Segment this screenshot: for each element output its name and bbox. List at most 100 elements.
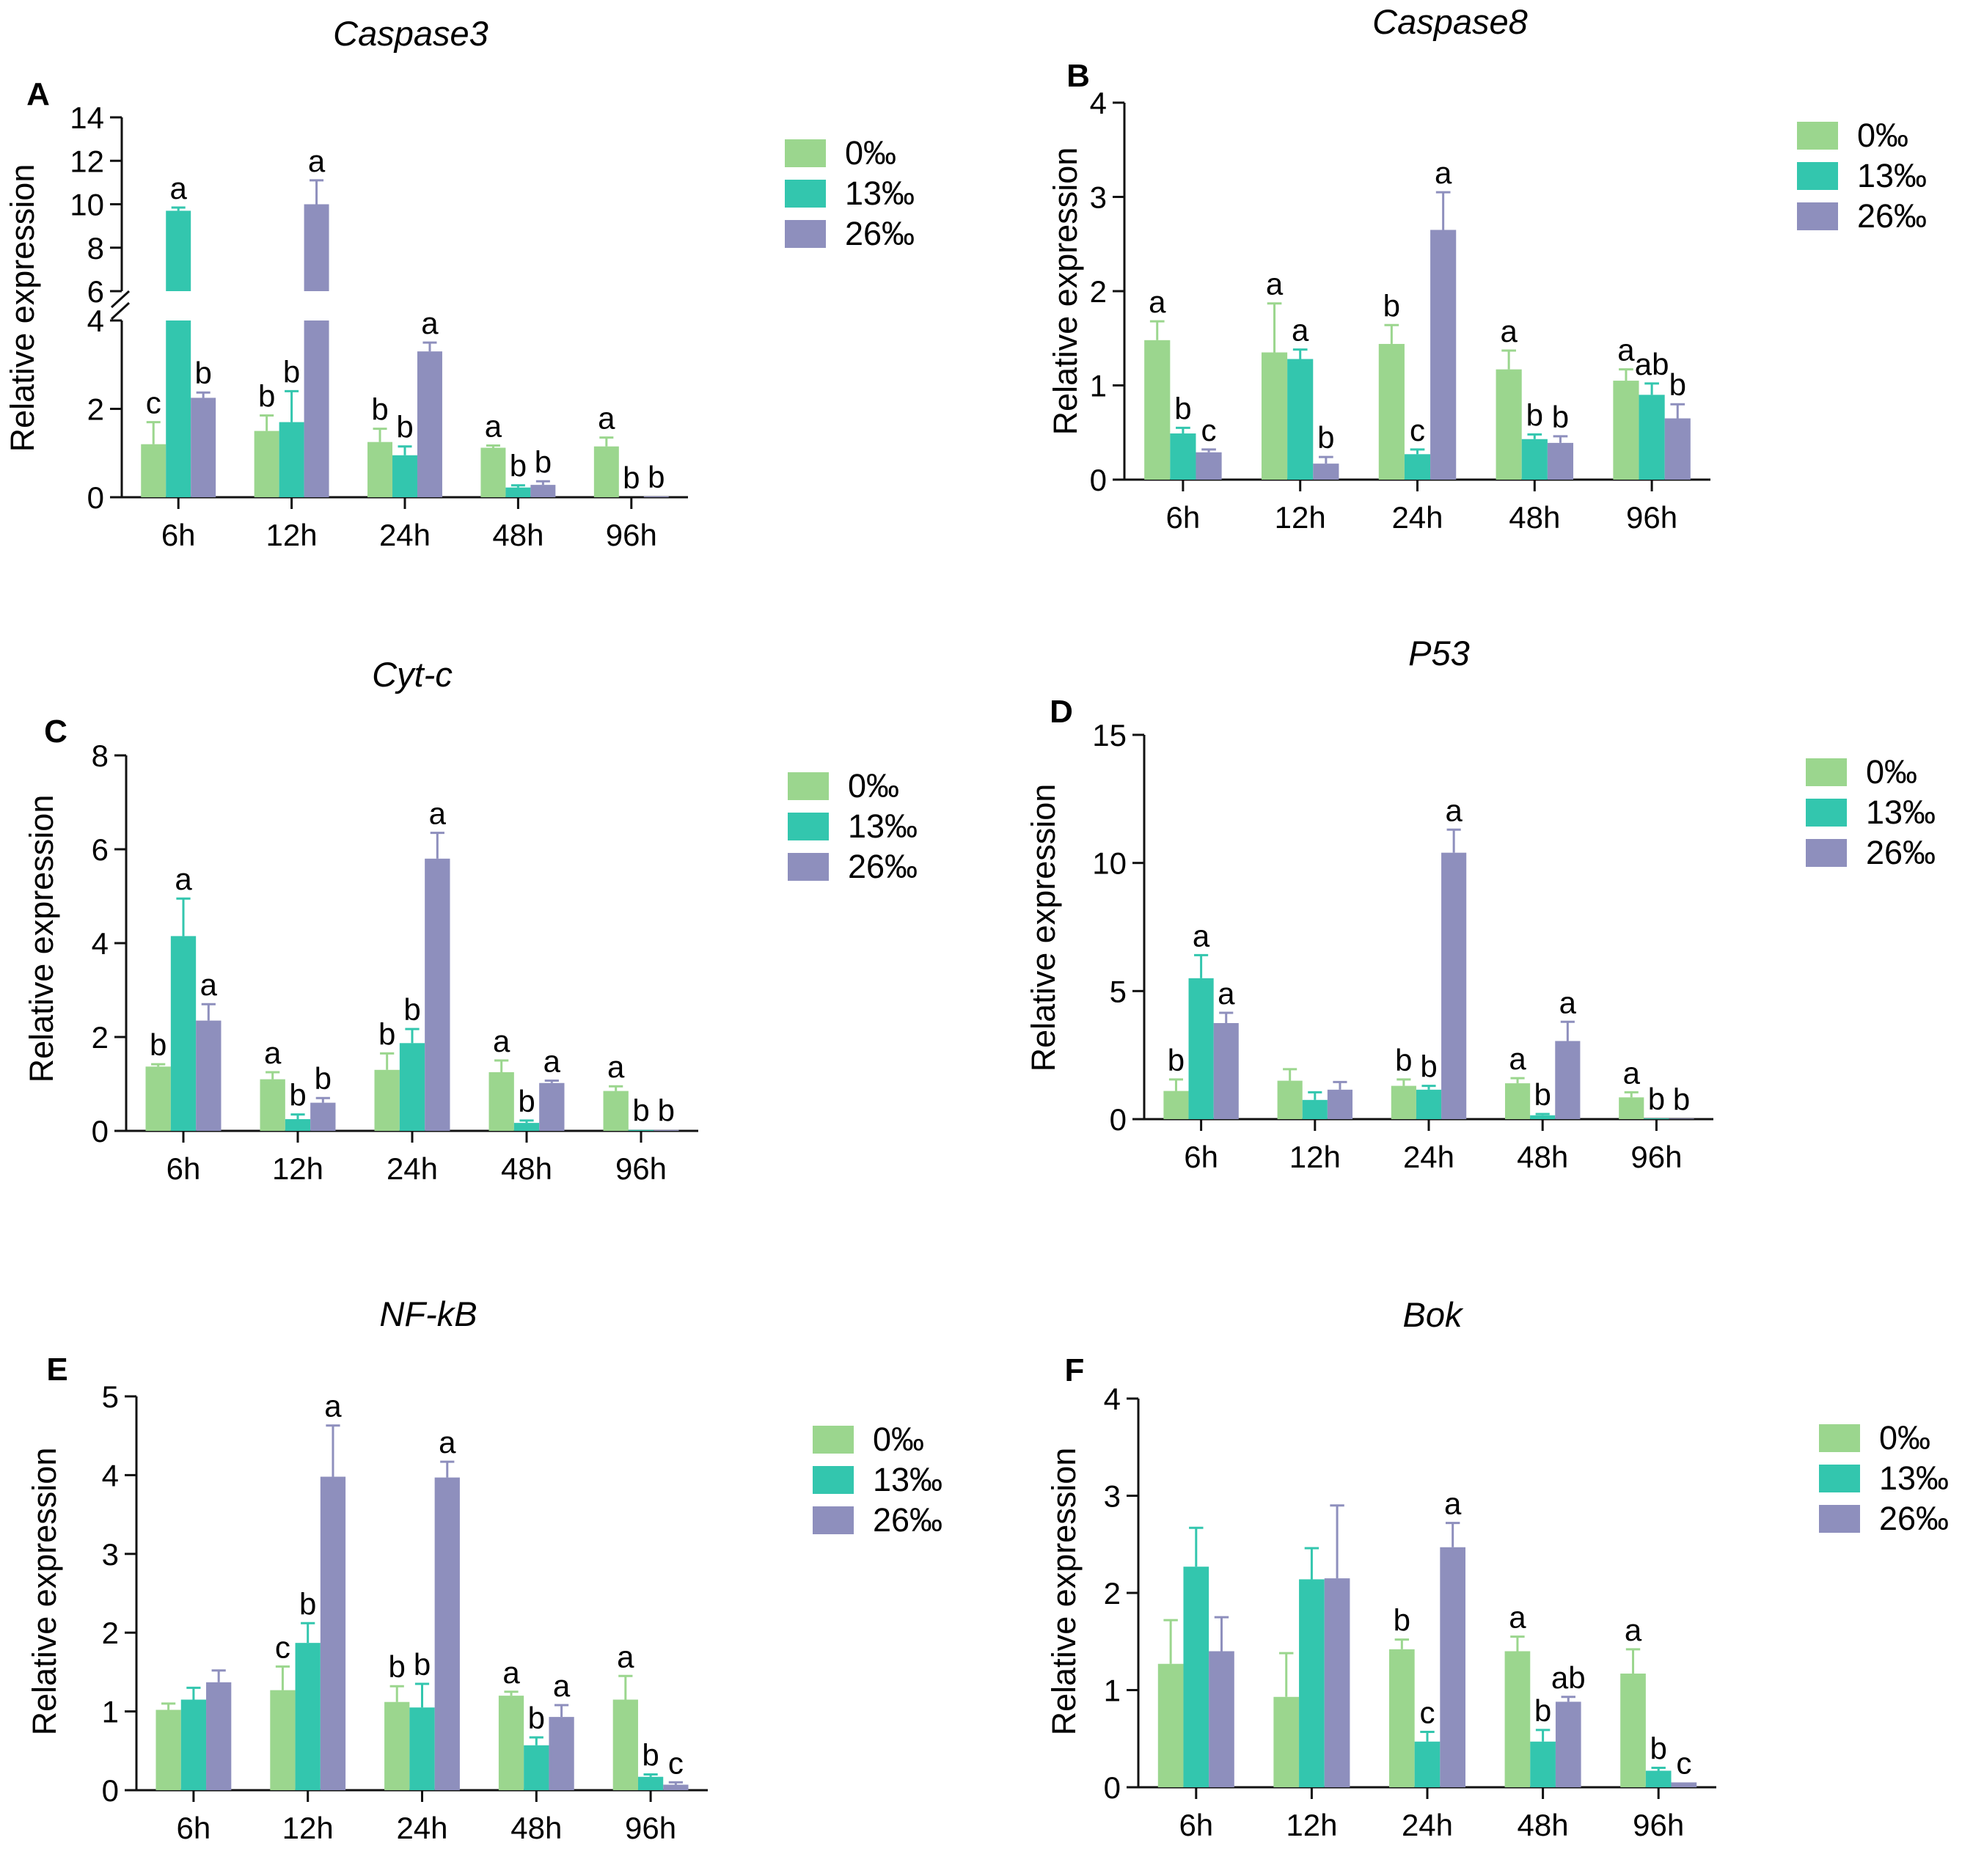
- bar: [628, 1129, 654, 1131]
- bar: [1302, 1099, 1328, 1119]
- y-tick-label: 0: [1090, 463, 1107, 497]
- y-tick-label: 1: [1104, 1674, 1121, 1708]
- bar: [1404, 454, 1431, 480]
- significance-label: a: [1559, 985, 1577, 1019]
- x-tick-label: 48h: [501, 1151, 552, 1186]
- bar: [539, 1082, 565, 1131]
- bar: [530, 485, 556, 497]
- legend-swatch: [788, 772, 829, 800]
- bar: [1619, 1097, 1644, 1119]
- bar: [145, 1066, 171, 1131]
- bar: [1613, 381, 1639, 480]
- significance-label: a: [543, 1044, 561, 1079]
- legend: 0‰13‰26‰: [1819, 1419, 1949, 1537]
- bar: [1196, 452, 1222, 480]
- legend-swatch: [1797, 122, 1838, 150]
- bar: [603, 1091, 629, 1131]
- significance-label: a: [1625, 1613, 1642, 1647]
- significance-label: a: [1435, 155, 1452, 190]
- bar: [1388, 1649, 1415, 1787]
- bar: [304, 204, 329, 291]
- bar: [1183, 1567, 1209, 1787]
- legend-swatch: [1806, 758, 1847, 786]
- panel-letter: B: [1066, 58, 1090, 94]
- bar: [425, 858, 450, 1131]
- panel-title: NF-kB: [379, 1294, 477, 1333]
- bar: [1378, 343, 1405, 480]
- x-tick-label: 12h: [266, 518, 318, 552]
- y-tick-label: 2: [92, 1020, 109, 1055]
- significance-label: a: [553, 1668, 571, 1703]
- bar: [1430, 230, 1457, 480]
- significance-label: b: [414, 1647, 431, 1682]
- legend: 0‰13‰26‰: [813, 1421, 942, 1539]
- bar: [1639, 395, 1665, 480]
- significance-label: c: [1676, 1745, 1691, 1780]
- legend-label: 13‰: [1879, 1459, 1949, 1497]
- significance-label: b: [528, 1701, 545, 1735]
- y-tick-label: 15: [1092, 718, 1127, 752]
- x-tick-label: 96h: [1630, 1140, 1682, 1174]
- significance-label: b: [518, 1084, 535, 1118]
- significance-label: a: [617, 1639, 634, 1674]
- significance-label: b: [1383, 288, 1400, 323]
- significance-label: b: [315, 1061, 332, 1096]
- bar: [1644, 1118, 1669, 1119]
- x-tick-label: 24h: [379, 518, 431, 552]
- significance-label: a: [1509, 1041, 1526, 1076]
- legend-swatch: [785, 139, 826, 167]
- significance-label: b: [371, 392, 388, 427]
- significance-label: a: [1445, 793, 1463, 827]
- bar: [1504, 1651, 1531, 1787]
- y-tick-label: 5: [1110, 974, 1127, 1008]
- y-tick-label: 2: [87, 392, 104, 427]
- significance-label: b: [1673, 1082, 1690, 1116]
- bar: [505, 487, 531, 497]
- significance-label: a: [598, 401, 615, 436]
- y-tick-label: 2: [1104, 1576, 1121, 1611]
- bar: [367, 441, 393, 497]
- bar: [409, 1707, 435, 1790]
- bar: [206, 1682, 232, 1790]
- x-tick-label: 48h: [1509, 500, 1560, 535]
- bar: [285, 1119, 311, 1131]
- bar: [1144, 340, 1171, 480]
- legend-swatch: [788, 813, 829, 840]
- bar: [399, 1043, 425, 1131]
- legend: 0‰13‰26‰: [788, 767, 918, 885]
- legend-label: 13‰: [848, 807, 918, 845]
- significance-label: b: [194, 356, 211, 390]
- y-tick-label: 3: [102, 1537, 119, 1572]
- axis-break-mark: [110, 290, 131, 309]
- legend-label: 0‰: [1879, 1419, 1930, 1457]
- y-axis-label: Relative expression: [26, 1448, 63, 1736]
- legend-label: 13‰: [1866, 794, 1936, 831]
- panel-letter: C: [44, 714, 67, 750]
- x-tick-label: 6h: [1184, 1140, 1218, 1174]
- bar: [1163, 1091, 1189, 1119]
- bar: [1664, 418, 1691, 480]
- significance-label: c: [1201, 413, 1217, 447]
- y-axis-label: Relative expression: [1025, 784, 1062, 1072]
- significance-label: b: [378, 1016, 395, 1051]
- significance-label: b: [1317, 420, 1334, 455]
- x-tick-label: 24h: [1403, 1140, 1454, 1174]
- bar: [488, 1072, 514, 1131]
- significance-label: a: [308, 144, 326, 178]
- bar: [295, 1643, 321, 1790]
- y-tick-label: 0: [87, 480, 104, 515]
- x-tick-label: 6h: [1179, 1808, 1213, 1842]
- legend-label: 26‰: [1866, 834, 1936, 871]
- significance-label: b: [623, 461, 640, 495]
- y-tick-label: 14: [70, 100, 104, 135]
- significance-label: c: [1420, 1695, 1435, 1729]
- significance-label: a: [485, 409, 502, 444]
- bar: [1555, 1041, 1581, 1119]
- bar: [320, 1476, 346, 1790]
- legend-label: 26‰: [845, 215, 915, 252]
- y-tick-label: 1: [102, 1695, 119, 1729]
- panel-title: Caspase8: [1372, 2, 1528, 41]
- x-tick-label: 48h: [1518, 1808, 1569, 1842]
- significance-label: ab: [1635, 347, 1669, 381]
